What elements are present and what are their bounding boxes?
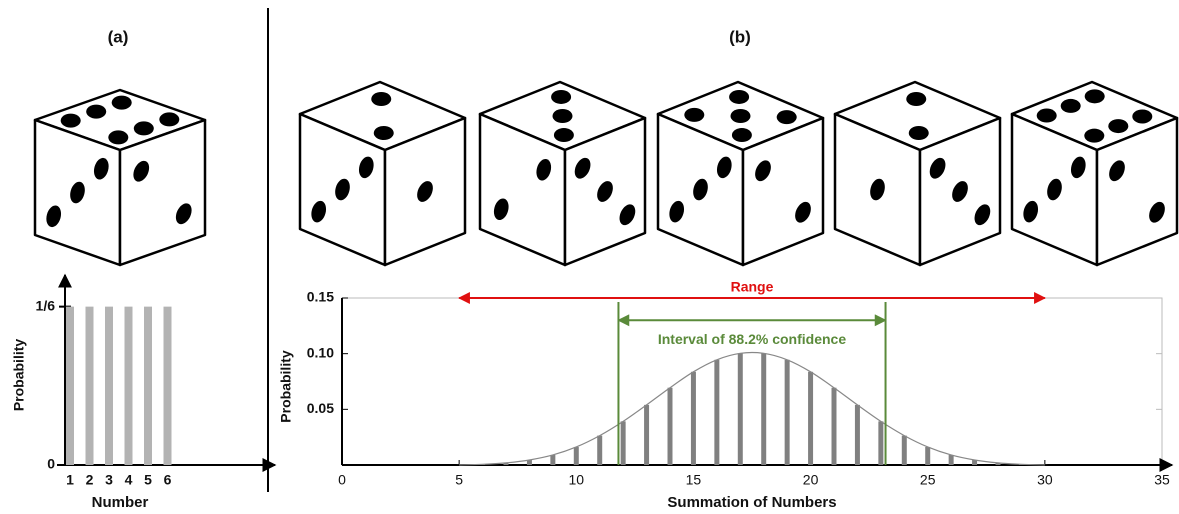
bar — [668, 388, 673, 465]
annotation-text: Range — [731, 279, 774, 295]
die-pip — [108, 130, 128, 144]
x-tick-label: 10 — [568, 472, 584, 488]
die-pip — [684, 108, 704, 122]
die-pip — [1084, 129, 1104, 143]
die-pip — [729, 90, 749, 104]
die-pip — [1037, 109, 1057, 123]
bar — [125, 307, 133, 465]
bar — [808, 372, 813, 465]
die-pip — [1061, 99, 1081, 113]
die-pip — [1108, 119, 1128, 133]
bar — [785, 360, 790, 465]
bar — [164, 307, 172, 465]
x-tick-label: 3 — [105, 472, 113, 488]
x-tick-label: 2 — [86, 472, 94, 488]
die-pip — [61, 114, 81, 128]
y-tick-label: 0.15 — [307, 289, 334, 305]
bar — [144, 307, 152, 465]
dice — [35, 82, 1177, 265]
die-pip — [553, 109, 573, 123]
x-tick-label: 5 — [144, 472, 152, 488]
die-pip — [1085, 89, 1105, 103]
y-axis-label: Probability — [278, 350, 294, 423]
die-pip — [554, 128, 574, 142]
die-pip — [1132, 109, 1152, 123]
x-tick-label: 30 — [1037, 472, 1053, 488]
x-tick-label: 6 — [164, 472, 172, 488]
bar — [105, 307, 113, 465]
x-axis-label: Summation of Numbers — [667, 494, 836, 511]
x-axis-label: Number — [92, 494, 149, 511]
die-pip — [909, 126, 929, 140]
bar — [644, 405, 649, 465]
bar — [878, 421, 883, 465]
bar — [66, 307, 74, 465]
y-tick-label: 0.10 — [307, 344, 334, 360]
bar — [832, 388, 837, 465]
die-pip — [112, 96, 132, 110]
chart-title: (b) — [729, 27, 751, 46]
bar — [597, 436, 602, 465]
die-pip — [777, 110, 797, 124]
die-pip — [906, 92, 926, 106]
bar — [855, 405, 860, 465]
die-pip — [374, 126, 394, 140]
die-pip — [732, 128, 752, 142]
bar — [949, 455, 954, 465]
bar — [621, 421, 626, 465]
bar — [574, 447, 579, 465]
bar — [738, 353, 743, 465]
x-tick-label: 25 — [920, 472, 936, 488]
die-pip — [134, 121, 154, 135]
bar — [714, 360, 719, 465]
x-tick-label: 20 — [803, 472, 819, 488]
die-pip — [159, 112, 179, 126]
x-tick-label: 35 — [1154, 472, 1170, 488]
figure: (a)NumberProbability01/6123456(b)Summati… — [0, 0, 1179, 514]
die-pip — [371, 92, 391, 106]
fit-curve — [459, 353, 1045, 465]
die-pip — [731, 109, 751, 123]
plot-frame — [342, 298, 1162, 465]
bar — [761, 353, 766, 465]
y-tick-label: 1/6 — [36, 297, 56, 313]
x-tick-label: 15 — [686, 472, 702, 488]
bar — [86, 307, 94, 465]
x-tick-label: 1 — [66, 472, 74, 488]
y-tick-label: 0.05 — [307, 400, 334, 416]
y-tick-label: 0 — [47, 456, 55, 472]
chart-title: (a) — [108, 27, 129, 46]
bar — [691, 372, 696, 465]
x-tick-label: 5 — [455, 472, 463, 488]
x-tick-label: 4 — [125, 472, 133, 488]
annotation-text: Interval of 88.2% confidence — [658, 331, 846, 347]
bar — [550, 455, 555, 465]
bar — [925, 447, 930, 465]
bar — [902, 436, 907, 465]
die-pip — [86, 105, 106, 119]
x-tick-label: 0 — [338, 472, 346, 488]
y-axis-label: Probability — [11, 339, 27, 412]
die-pip — [551, 90, 571, 104]
